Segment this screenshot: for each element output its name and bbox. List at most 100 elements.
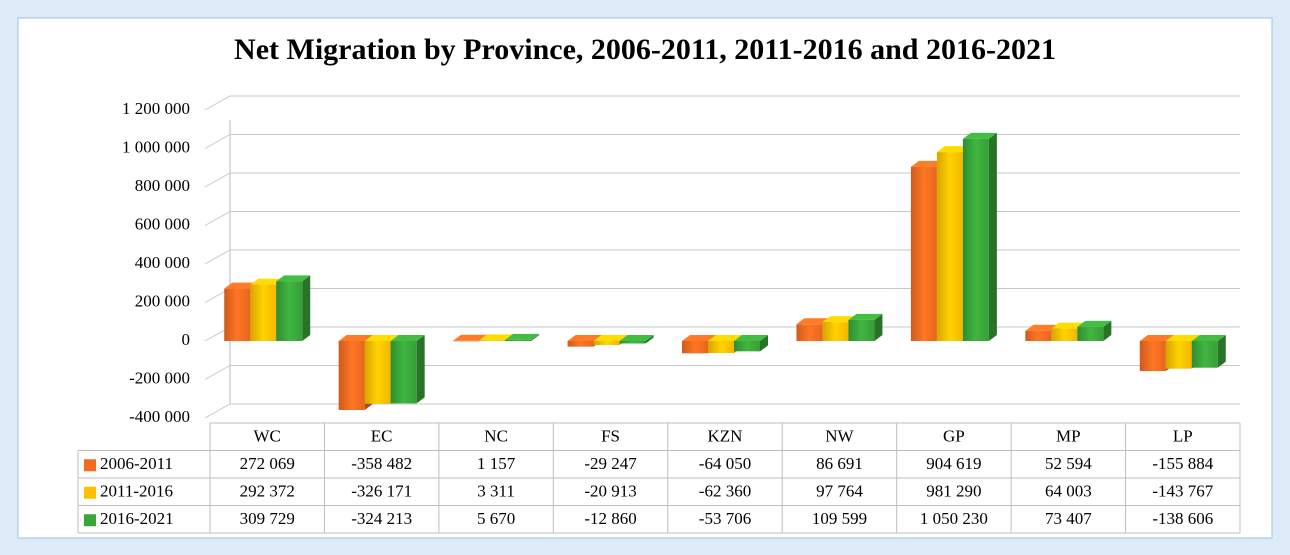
bar bbox=[708, 341, 734, 354]
bar-top bbox=[1139, 335, 1174, 341]
bar-side bbox=[1103, 320, 1112, 341]
bar bbox=[619, 341, 646, 344]
data-label: -138 606 bbox=[1152, 509, 1213, 528]
x-tick-label: WC bbox=[254, 427, 281, 446]
legend-label: 2011-2016 bbox=[100, 482, 173, 501]
bar-side bbox=[645, 335, 654, 344]
bar-side bbox=[1217, 335, 1226, 368]
grid-line bbox=[204, 172, 1240, 188]
y-tick-label: 200 000 bbox=[135, 291, 190, 310]
y-tick-label: 800 000 bbox=[135, 176, 190, 195]
bar bbox=[1139, 341, 1166, 372]
bar-top bbox=[593, 335, 628, 341]
bar-top bbox=[567, 335, 602, 341]
bar-side bbox=[302, 275, 311, 341]
bar-top bbox=[910, 160, 945, 167]
bar bbox=[453, 340, 480, 342]
data-label: 86 691 bbox=[816, 454, 863, 473]
bar-top bbox=[822, 316, 857, 323]
data-label: -324 213 bbox=[351, 509, 412, 528]
x-tick-label: LP bbox=[1173, 427, 1193, 446]
legend-swatch bbox=[84, 514, 96, 527]
y-tick-label: 600 000 bbox=[135, 214, 190, 233]
bar bbox=[1165, 341, 1192, 369]
bar bbox=[250, 284, 277, 341]
data-label: 272 069 bbox=[240, 454, 295, 473]
grid-line bbox=[204, 95, 1240, 111]
bar bbox=[479, 340, 506, 341]
bar-top bbox=[848, 313, 883, 320]
x-tick-label: KZN bbox=[708, 427, 743, 446]
data-label: 52 594 bbox=[1045, 454, 1092, 473]
y-tick-label: 1 000 000 bbox=[122, 137, 190, 156]
bar-side bbox=[416, 335, 425, 404]
data-label: -53 706 bbox=[699, 509, 751, 528]
bar-top bbox=[1051, 322, 1086, 329]
bar-top bbox=[453, 334, 488, 341]
grid-line bbox=[204, 134, 1240, 149]
bar bbox=[276, 281, 303, 341]
bar bbox=[505, 339, 532, 341]
x-tick-label: FS bbox=[601, 427, 620, 446]
bar-top bbox=[796, 318, 831, 325]
legend-swatch bbox=[84, 459, 96, 472]
data-label: 64 003 bbox=[1045, 482, 1092, 501]
data-label: 5 670 bbox=[477, 509, 515, 528]
data-label: 904 619 bbox=[926, 454, 981, 473]
data-label: 1 157 bbox=[477, 454, 516, 473]
bar-side bbox=[531, 333, 540, 341]
x-tick-label: EC bbox=[371, 427, 393, 446]
bar-side bbox=[874, 313, 883, 341]
bar bbox=[593, 341, 620, 346]
x-tick-label: MP bbox=[1056, 427, 1081, 446]
x-tick-label: GP bbox=[943, 427, 965, 446]
data-label: -64 050 bbox=[699, 454, 751, 473]
data-label: 309 729 bbox=[240, 509, 295, 528]
y-tick-label: 400 000 bbox=[135, 253, 190, 272]
bar bbox=[910, 166, 937, 341]
bar-top bbox=[1077, 320, 1112, 327]
y-tick-label: 1 200 000 bbox=[122, 99, 190, 118]
bar bbox=[822, 322, 849, 341]
bar-top bbox=[1191, 335, 1226, 341]
data-label: 981 290 bbox=[926, 482, 981, 501]
bar-top bbox=[708, 335, 742, 341]
bar bbox=[796, 324, 823, 341]
bar-side bbox=[988, 132, 997, 341]
chart-panel bbox=[17, 17, 1273, 539]
grid-line bbox=[204, 249, 1240, 265]
grid-line bbox=[204, 211, 1240, 226]
y-tick-label: -400 000 bbox=[129, 407, 190, 426]
data-label: -29 247 bbox=[584, 454, 637, 473]
data-label: -155 884 bbox=[1152, 454, 1213, 473]
bar bbox=[224, 288, 251, 341]
bar-top bbox=[962, 132, 997, 139]
data-label: 1 050 230 bbox=[920, 509, 988, 528]
bar-side bbox=[760, 335, 768, 352]
bar bbox=[962, 138, 989, 341]
legend-label: 2016-2021 bbox=[100, 509, 174, 528]
data-label: 109 599 bbox=[812, 509, 867, 528]
x-tick-label: NC bbox=[484, 427, 508, 446]
bar bbox=[390, 341, 417, 404]
bar-top bbox=[250, 278, 285, 285]
bar-top bbox=[619, 335, 654, 341]
data-label: 292 372 bbox=[240, 482, 295, 501]
bar-top bbox=[390, 335, 425, 341]
data-label: -62 360 bbox=[699, 482, 751, 501]
bar bbox=[364, 341, 391, 404]
bar-top bbox=[364, 335, 399, 341]
legend-label: 2006-2011 bbox=[100, 454, 173, 473]
bar bbox=[1191, 341, 1218, 368]
bar bbox=[1051, 328, 1078, 341]
data-label: 73 407 bbox=[1045, 509, 1092, 528]
legend-swatch bbox=[84, 486, 96, 499]
x-tick-label: NW bbox=[825, 427, 854, 446]
data-label: -20 913 bbox=[584, 482, 636, 501]
bar-top bbox=[1025, 324, 1060, 331]
y-tick-label: -200 000 bbox=[129, 368, 190, 387]
bar-top bbox=[338, 335, 373, 341]
bar-top bbox=[224, 282, 259, 289]
bar bbox=[848, 319, 875, 341]
